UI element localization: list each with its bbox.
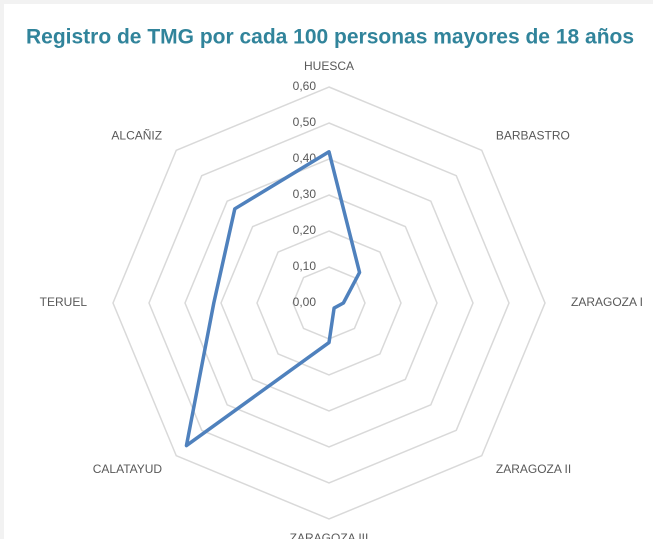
grid-ring: [256, 230, 402, 376]
y-tick-label: 0,20: [293, 223, 317, 237]
y-tick-label: 0,10: [293, 259, 317, 273]
grid-ring: [148, 122, 510, 484]
category-label: HUESCA: [304, 59, 354, 73]
category-label: ALCAÑIZ: [111, 128, 162, 142]
category-label: CALATAYUD: [93, 462, 163, 476]
grid-ring: [184, 158, 474, 448]
chart-area: [4, 4, 653, 539]
y-tick-label: 0,30: [293, 187, 317, 201]
y-tick-label: 0,50: [293, 115, 317, 129]
category-label: ZARAGOZA II: [496, 462, 571, 476]
y-tick-label: 0,60: [293, 79, 317, 93]
category-label: BARBASTRO: [496, 128, 570, 142]
chart-title: Registro de TMG por cada 100 personas ma…: [26, 26, 634, 49]
category-label: ZARAGOZA III: [290, 531, 369, 539]
series-line: [184, 150, 362, 448]
category-label: ZARAGOZA I: [571, 295, 643, 309]
category-label: TERUEL: [40, 295, 88, 309]
grid-ring: [220, 194, 438, 412]
y-tick-label: 0,00: [293, 295, 317, 309]
grid-ring: [112, 86, 546, 520]
